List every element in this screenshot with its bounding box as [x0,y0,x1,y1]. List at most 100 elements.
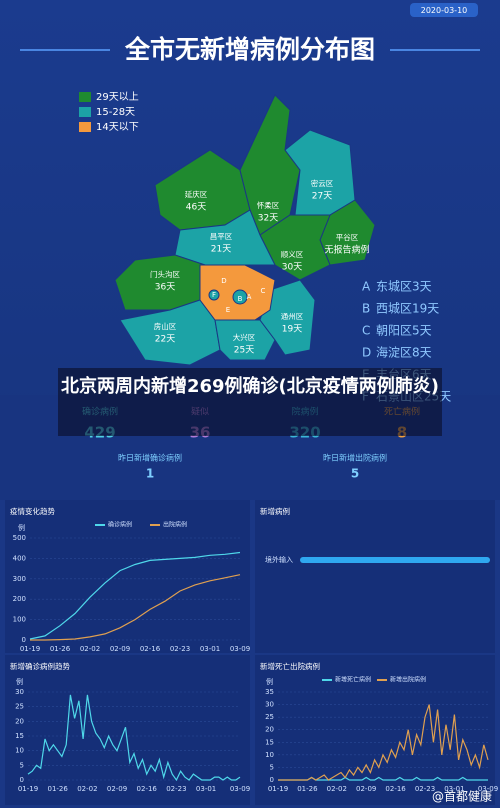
x-tick-label: 02-16 [137,785,158,793]
district-days: 30天 [282,263,302,273]
core-letter: C [362,324,370,338]
series-line [27,694,241,782]
legend-swatch [79,92,91,102]
y-tick-label: 25 [265,713,274,721]
caption: 北京两周内新增269例确诊(北京疫情两例肺炎) [58,368,442,436]
core-name: 东城区 [376,280,412,294]
district-days: 21天 [211,245,231,255]
x-tick-label: 02-09 [356,785,376,793]
district-days: 25天 [234,346,254,356]
x-tick-label: 01-26 [50,645,71,653]
district-shape [232,289,248,305]
legend-swatch [79,107,91,117]
y-tick-label: 30 [265,701,274,709]
legend-label: 15-28天 [96,107,135,118]
y-tick-label: 300 [13,575,26,583]
district-days: 22天 [155,335,175,345]
title: 全市无新增病例分布图 [124,35,375,64]
x-tick-label: 02-23 [415,785,435,793]
bar [300,557,490,563]
series-line [30,574,241,641]
chart-title: 新增病例 [260,506,290,516]
y-tick-label: 500 [13,534,26,542]
y-tick-label: 0 [20,776,24,784]
map-letter: F [212,291,216,299]
map-letter: D [221,277,226,285]
y-tick-label: 100 [13,616,26,624]
core-name: 西城区 [376,302,412,316]
district-days: 19天 [282,325,302,335]
core-days: 5天 [412,324,432,338]
y-tick-label: 15 [15,732,24,740]
series-line [278,704,489,781]
core-days: 3天 [412,280,432,294]
x-tick-label: 02-02 [327,785,347,793]
x-tick-label: 01-19 [268,785,288,793]
panel [5,655,250,805]
legend-swatch [79,122,91,132]
x-tick-label: 03-09 [230,645,250,653]
y-tick-label: 5 [270,763,274,771]
legend-label: 新增出院病例 [390,676,426,684]
x-tick-label: 02-02 [77,785,97,793]
core-name: 朝阳区 [376,324,412,338]
y-tick-label: 10 [15,747,24,755]
map-letter: B [238,295,243,303]
y-unit: 例 [266,677,273,686]
map-letter: A [247,293,252,301]
core-days: 19天 [412,302,439,316]
map [114,94,376,366]
panel [255,500,495,653]
date-badge [410,3,478,17]
x-tick-label: 03-01 [200,645,220,653]
x-tick-label: 01-19 [20,645,40,653]
x-tick-label: 01-19 [18,785,38,793]
district-name: 门头沟区 [150,269,180,279]
yesterday-label: 昨日新增确诊病例 [118,453,182,463]
district-name: 怀柔区 [257,200,280,210]
y-tick-label: 20 [15,717,24,725]
core-letter: A [362,280,371,294]
x-tick-label: 03-01 [444,785,464,793]
map-letter: E [226,306,230,314]
district-name: 昌平区 [210,232,233,241]
district-name: 通州区 [281,311,304,321]
core-letter: D [362,346,371,360]
x-tick-label: 02-23 [166,785,186,793]
x-tick-label: 01-26 [297,785,318,793]
x-tick-label: 02-16 [385,785,406,793]
x-tick-label: 02-23 [170,645,190,653]
x-tick-label: 02-16 [140,645,161,653]
yesterday-value: 1 [146,467,154,481]
district-name: 延庆区 [185,189,208,199]
district-days: 36天 [155,283,175,293]
watermark: @首都健康 [432,789,492,804]
x-tick-label: 03-01 [196,785,216,793]
x-tick-label: 01-26 [48,785,69,793]
legend-label: 14天以下 [96,122,139,133]
panel [5,500,250,653]
district-name: 房山区 [154,321,177,331]
y-tick-label: 0 [270,776,274,784]
district-days: 无报告病例 [324,244,369,256]
x-tick-label: 02-09 [107,785,127,793]
chart-title: 新增死亡出院病例 [260,661,320,671]
y-tick-label: 35 [265,688,274,696]
district-name: 顺义区 [281,250,304,259]
y-unit: 例 [18,523,25,532]
y-tick-label: 10 [265,751,274,759]
chart-title: 疫情变化趋势 [10,506,55,516]
x-tick-label: 03-09 [478,785,498,793]
district-name: 平谷区 [336,233,359,242]
district-shape [259,279,316,356]
date: 2020-03-10 [421,6,468,15]
core-name: 海淀区 [376,345,412,360]
x-tick-label: 02-09 [110,645,130,653]
yesterday-label: 昨日新增出院病例 [323,453,387,463]
core-days: 8天 [412,346,432,360]
district-name: 大兴区 [233,332,256,342]
x-tick-label: 03-09 [230,785,250,793]
map-letter: C [261,287,266,295]
y-tick-label: 境外输入 [265,555,293,564]
